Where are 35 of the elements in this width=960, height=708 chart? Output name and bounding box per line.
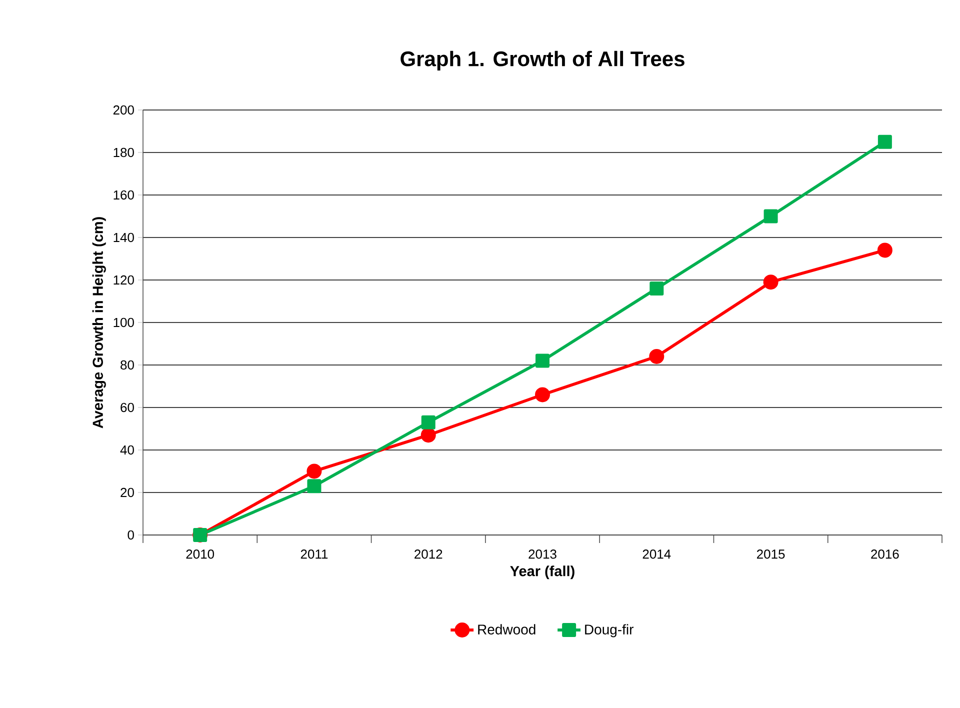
x-axis-title: Year (fall) xyxy=(510,566,574,580)
point xyxy=(535,387,550,402)
chart-title: Graph 1. Growth of All Trees xyxy=(400,50,684,70)
y-axis-title: Average Growth in Height (cm) xyxy=(92,217,106,428)
y-tick-label: 100 xyxy=(114,318,134,328)
y-tick-label: 180 xyxy=(114,148,134,158)
point xyxy=(878,134,892,149)
point xyxy=(763,274,778,290)
y-tick-label: 200 xyxy=(113,105,134,115)
point xyxy=(307,479,322,494)
point xyxy=(764,209,778,224)
y-tick-label: 20 xyxy=(120,488,134,498)
x-tick-label: 2014 xyxy=(642,550,671,559)
y-tick-label: 60 xyxy=(120,402,134,412)
point xyxy=(649,348,664,364)
y-tick-label: 140 xyxy=(114,232,134,242)
y-tick-label: 0 xyxy=(128,530,134,540)
x-tick-label: 2011 xyxy=(300,550,328,559)
y-tick-label: 160 xyxy=(114,190,134,200)
x-tick-label: 2012 xyxy=(414,550,442,559)
y-tick-label: 40 xyxy=(120,445,134,455)
x-tick-label: 2013 xyxy=(528,550,556,559)
point xyxy=(306,464,322,479)
x-tick-label: 2015 xyxy=(756,550,785,559)
x-tick-label: 2010 xyxy=(186,550,214,559)
y-tick-label: 80 xyxy=(120,360,134,370)
legend-label: Redwood xyxy=(478,624,536,634)
point xyxy=(650,281,664,296)
legend-label: Doug-fir xyxy=(585,624,634,638)
point xyxy=(877,242,892,258)
y-tick-label: 120 xyxy=(114,275,134,285)
point xyxy=(536,354,550,368)
x-tick-label: 2016 xyxy=(871,550,899,559)
point xyxy=(420,428,436,443)
point xyxy=(421,415,436,430)
